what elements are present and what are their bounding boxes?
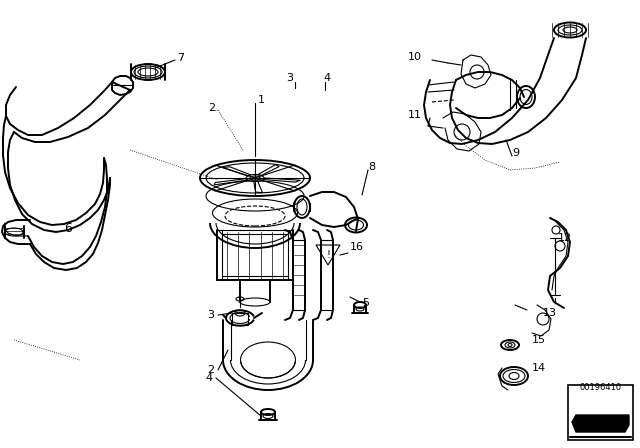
Text: 15: 15 [532, 335, 546, 345]
Text: 6: 6 [64, 221, 72, 234]
Text: 7: 7 [177, 53, 184, 63]
Text: !: ! [326, 250, 330, 260]
Bar [568, 385, 633, 440]
Text: 9: 9 [512, 148, 519, 158]
Text: 2: 2 [207, 365, 214, 375]
Text: 16: 16 [350, 242, 364, 252]
Polygon shape [572, 415, 629, 432]
Text: 5: 5 [362, 298, 369, 308]
Text: 10: 10 [408, 52, 422, 62]
Text: 11: 11 [408, 110, 422, 120]
Text: 3: 3 [207, 310, 214, 320]
Text: 2: 2 [208, 103, 215, 113]
Text: 1: 1 [258, 95, 265, 105]
Text: 3: 3 [287, 73, 294, 83]
Text: 13: 13 [543, 308, 557, 318]
Text: 4: 4 [206, 373, 213, 383]
Text: 00196410: 00196410 [579, 383, 621, 392]
Text: 14: 14 [532, 363, 546, 373]
Text: 8: 8 [368, 162, 375, 172]
Text: 4: 4 [323, 73, 331, 83]
Text: 12: 12 [558, 233, 572, 243]
